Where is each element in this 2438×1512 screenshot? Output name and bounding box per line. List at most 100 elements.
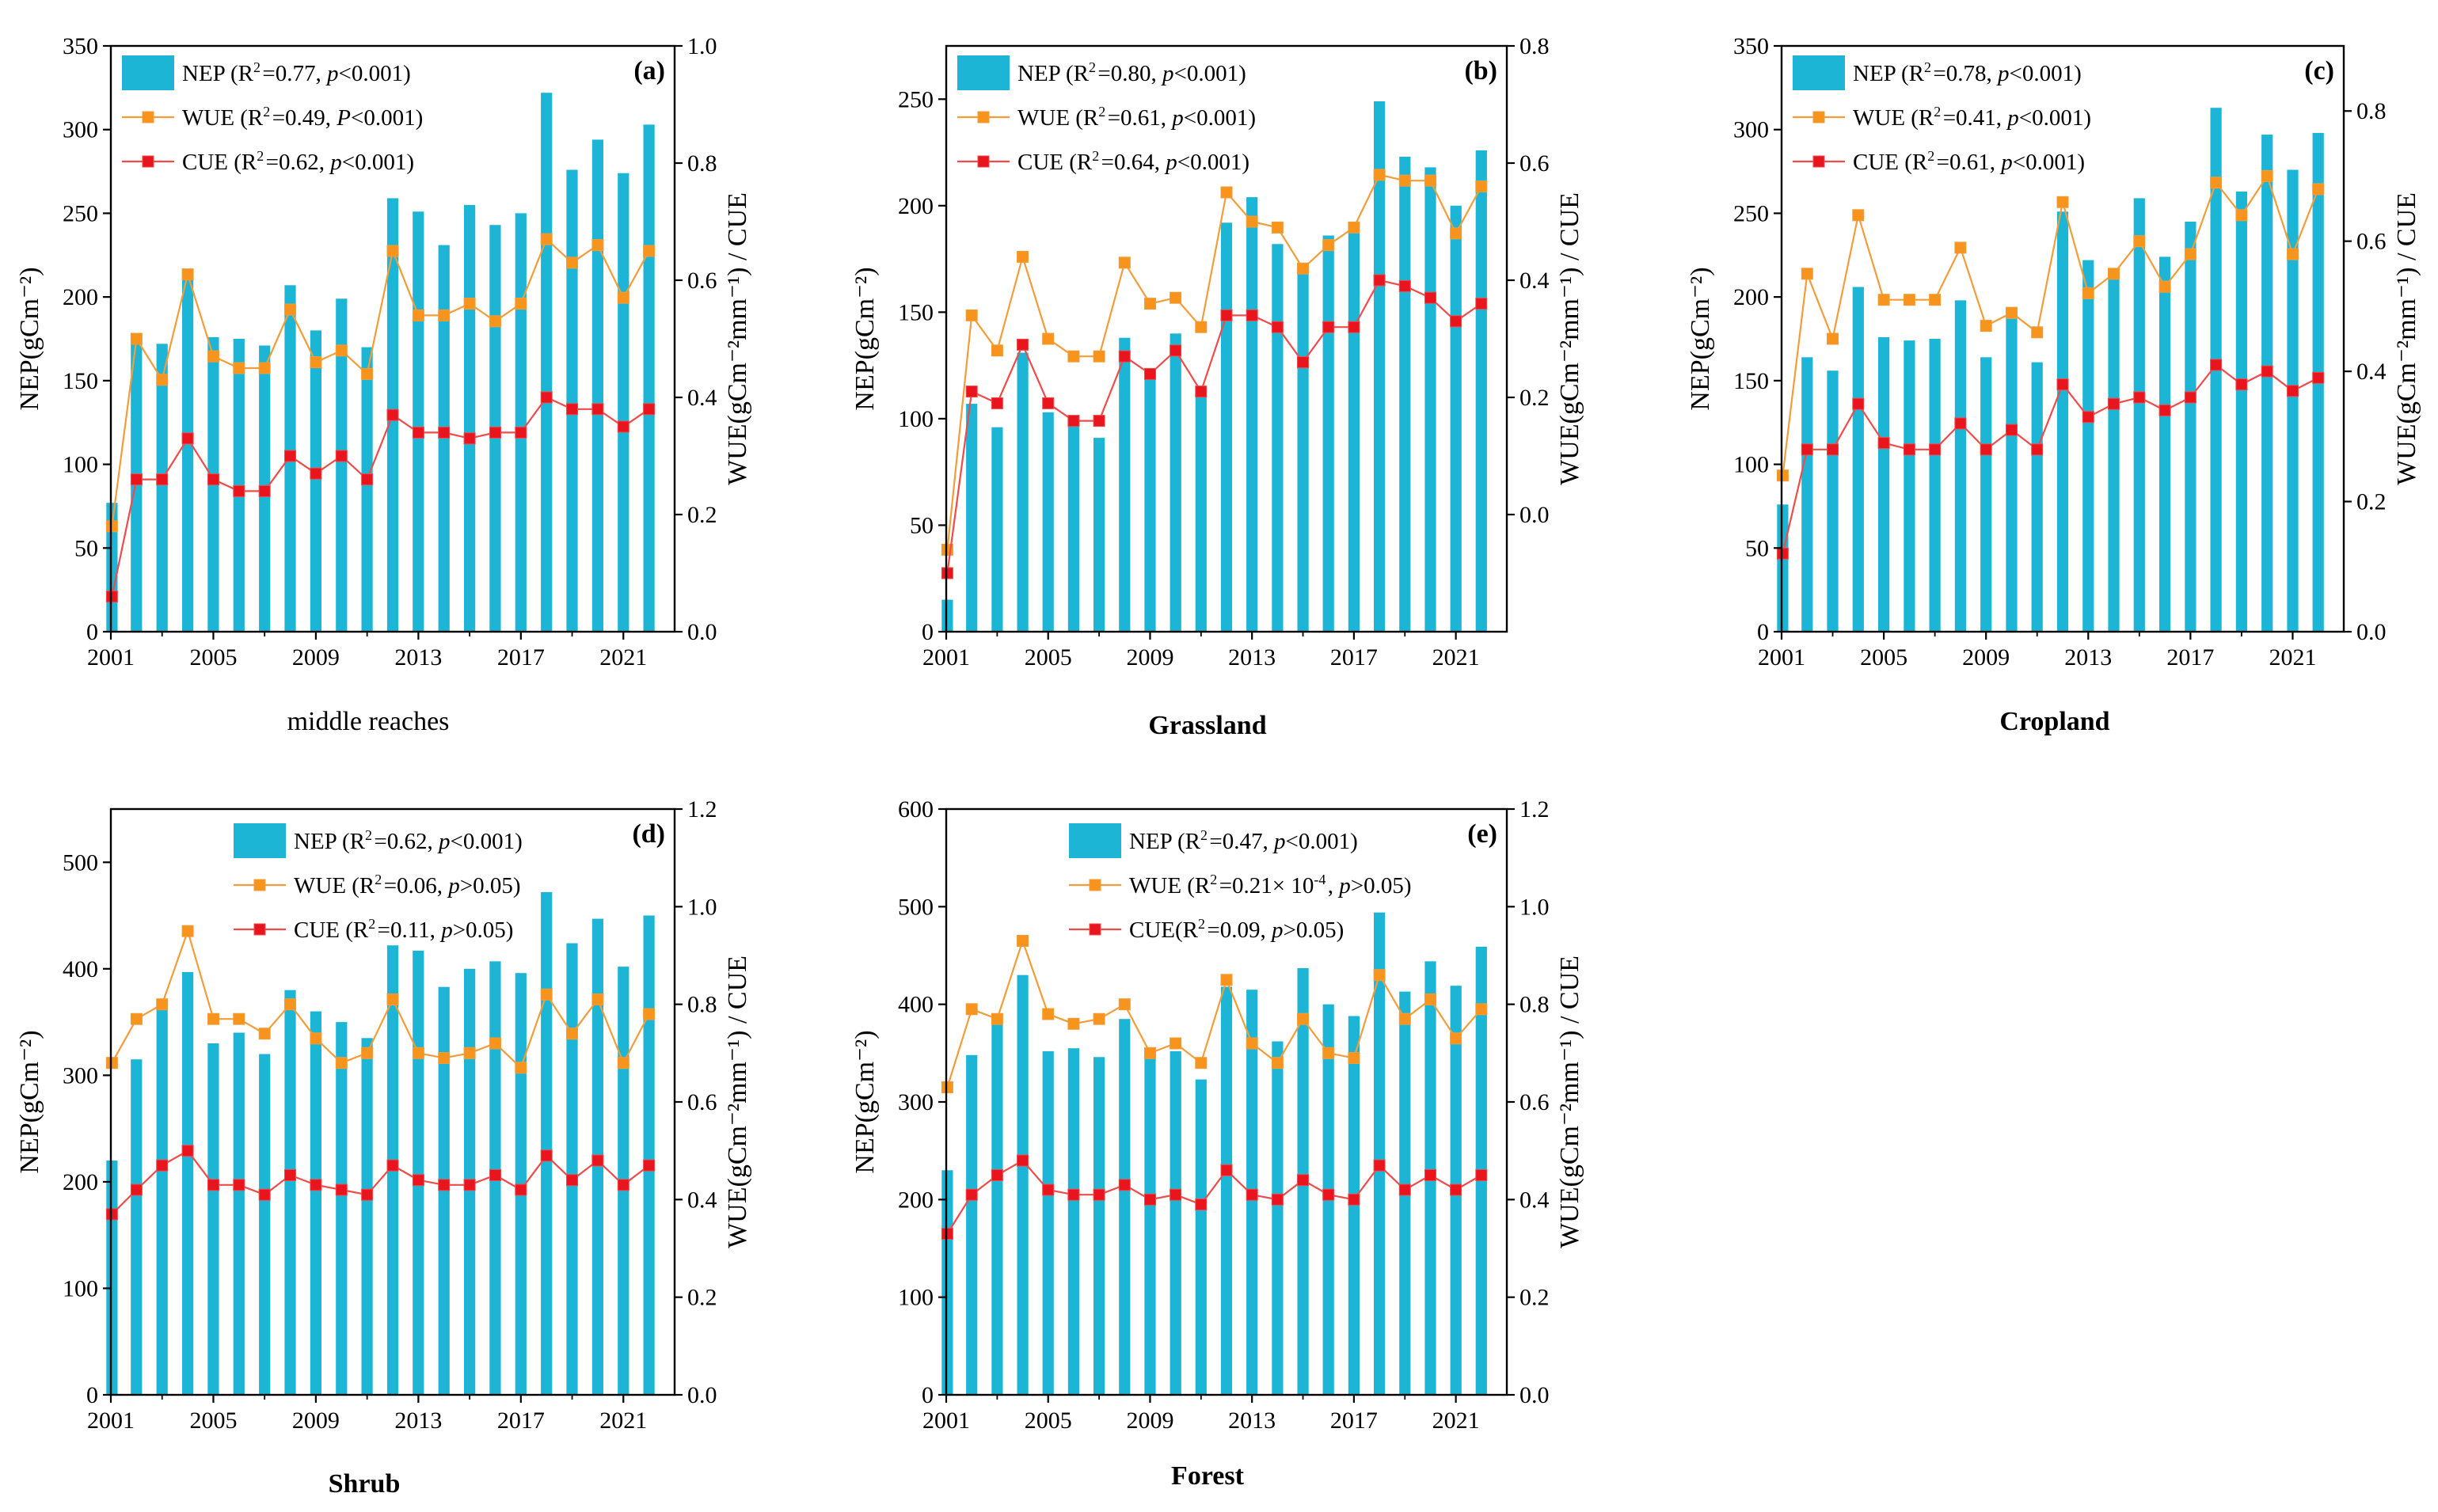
cue-marker <box>591 1154 604 1167</box>
y-axis-label-right: WUE(gCm⁻²mm⁻¹) / CUE <box>1555 955 1584 1248</box>
wue-line <box>1782 173 2319 476</box>
wue-marker <box>1801 268 1813 280</box>
wue-marker <box>1246 215 1258 228</box>
wue-line <box>946 938 1482 1088</box>
x-tick-label: 2013 <box>1228 1408 1276 1434</box>
wue-marker <box>643 1008 656 1020</box>
nep-bar <box>1042 412 1054 632</box>
legend-wue-text: WUE (R2 =0.61, p<0.001) <box>1017 104 1256 131</box>
nep-bar <box>1067 1048 1079 1395</box>
cue-line <box>946 1159 1482 1235</box>
wue-marker <box>2006 306 2018 319</box>
x-tick-label: 2001 <box>922 644 970 671</box>
cue-marker <box>1220 309 1233 321</box>
x-tick-label: 2017 <box>497 1408 545 1434</box>
wue-marker <box>2056 196 2069 208</box>
wue-marker <box>284 998 296 1011</box>
wue-marker <box>1348 1052 1360 1064</box>
x-tick-label: 2001 <box>922 1408 970 1434</box>
wue-marker <box>258 1028 271 1040</box>
wue-marker <box>1297 262 1309 275</box>
wue-marker <box>2184 248 2196 260</box>
x-tick-label: 2013 <box>2064 644 2112 671</box>
y-tick-label-right: 1.2 <box>687 796 717 822</box>
legend: NEP (R2 =0.62, p<0.001) WUE (R2 =0.06, p>… <box>234 823 523 943</box>
wue-marker <box>965 1003 978 1016</box>
cue-marker <box>310 1179 322 1191</box>
nep-bar <box>1144 378 1156 632</box>
wue-marker <box>1144 298 1156 310</box>
cue-line <box>1782 363 2319 554</box>
y-tick-label-left: 50 <box>910 512 934 538</box>
cue-marker <box>1246 309 1258 321</box>
cue-marker <box>1195 1199 1208 1210</box>
cue-marker <box>2261 365 2273 378</box>
cue-marker <box>1322 321 1335 333</box>
legend-cue-text: CUE (R2 =0.64, p<0.001) <box>1017 148 1249 175</box>
cue-marker <box>335 450 348 462</box>
cue-marker <box>1450 1183 1462 1196</box>
wue-marker <box>2108 268 2120 280</box>
cue-marker <box>1852 397 1865 410</box>
wue-marker <box>2082 287 2094 299</box>
wue-marker <box>1246 1037 1258 1050</box>
nep-bar <box>1348 226 1360 632</box>
cue-marker <box>1776 547 1789 560</box>
x-tick-label: 2009 <box>292 644 340 671</box>
y-tick-label-left: 100 <box>898 406 934 432</box>
wue-marker <box>1042 332 1055 345</box>
cue-marker <box>335 1183 348 1196</box>
nep-bar <box>1272 244 1284 632</box>
y-tick-label-right: 0.6 <box>687 268 717 294</box>
nep-bar <box>1374 912 1386 1395</box>
panel-caption: Forest <box>1171 1461 1245 1491</box>
cue-marker <box>1246 1188 1258 1201</box>
wue-marker <box>1322 1047 1335 1059</box>
nep-bar <box>2261 135 2273 633</box>
cue-marker <box>2031 443 2044 456</box>
y-axis-label-right: WUE(gCm⁻²mm⁻¹) / CUE <box>723 192 752 485</box>
wue-marker <box>105 1057 118 1069</box>
cue-marker <box>617 1179 629 1191</box>
legend-wue-text: WUE (R2 =0.49, P<0.001) <box>182 104 423 131</box>
x-tick-label: 2017 <box>1330 1408 1378 1434</box>
cue-marker <box>1042 397 1055 409</box>
wue-marker <box>1929 294 1942 306</box>
wue-marker <box>1954 241 1967 254</box>
wue-marker <box>438 1052 451 1064</box>
nep-bar <box>566 169 578 632</box>
y-tick-label-left: 100 <box>63 1275 98 1301</box>
nep-bar <box>1195 393 1207 632</box>
cue-marker <box>156 473 169 486</box>
nep-bar <box>2082 260 2094 632</box>
nep-bar <box>156 1002 168 1395</box>
x-tick-label: 2009 <box>1126 1408 1173 1434</box>
nep-bar <box>1220 986 1233 1395</box>
cue-marker <box>1980 443 1992 456</box>
cue-marker <box>2235 378 2248 391</box>
y-tick-label-right: 1.0 <box>687 894 717 920</box>
wue-marker <box>617 1057 629 1069</box>
y-tick-label-right: 0.6 <box>1519 1089 1550 1115</box>
wue-marker <box>489 315 501 328</box>
y-tick-label-right: 1.0 <box>687 33 717 59</box>
wue-marker <box>181 268 194 281</box>
wue-marker <box>412 1047 424 1059</box>
wue-marker <box>566 1028 578 1040</box>
wue-marker <box>2235 209 2248 222</box>
wue-marker <box>386 245 399 257</box>
cue-marker <box>181 432 194 445</box>
nep-bar <box>1980 357 1992 632</box>
nep-bar <box>1322 235 1334 632</box>
cue-marker <box>1475 298 1488 310</box>
cue-marker <box>1827 443 1839 456</box>
y-tick-label-right: 0.8 <box>2356 98 2387 124</box>
nep-bar <box>1297 269 1309 632</box>
y-tick-label-right: 0.0 <box>1519 502 1550 528</box>
cue-marker <box>1954 417 1967 430</box>
nep-bar <box>1067 420 1079 632</box>
chart-panel-d: 0 100 200 300 400 500 0.0 0.2 0.4 0.6 0.8 1.0 1.2 200… <box>15 796 752 1499</box>
y-tick-label-left: 400 <box>898 992 934 1018</box>
wue-marker <box>361 367 374 380</box>
cue-marker <box>1903 443 1915 456</box>
